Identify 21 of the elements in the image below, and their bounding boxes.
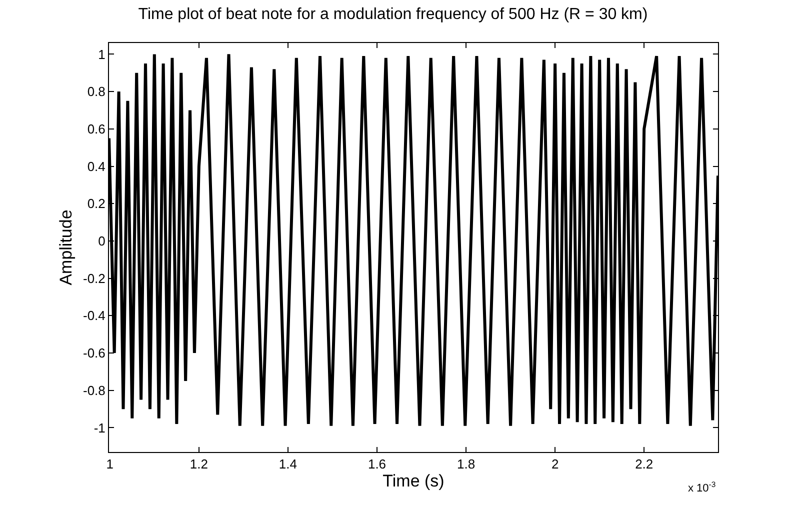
y-tick-label: 0.4 xyxy=(87,158,106,174)
x-tick-label: 2 xyxy=(551,456,559,472)
y-tick-label: 0.6 xyxy=(87,121,106,136)
y-tick-label: 1 xyxy=(98,46,106,62)
y-tick-label: -0.8 xyxy=(82,382,106,398)
x-axis-title: Time (s) xyxy=(382,472,444,491)
x-tick-label: 1.8 xyxy=(456,456,476,472)
y-axis-title: Amplitude xyxy=(56,210,76,286)
x-tick-label: 1.2 xyxy=(190,456,208,472)
y-tick-label: -1 xyxy=(94,420,106,436)
y-tick-label: -0.2 xyxy=(82,270,106,286)
y-tick-label: -0.6 xyxy=(82,346,106,361)
y-tick-label: 0 xyxy=(98,234,106,249)
chart-title: Time plot of beat note for a modulation frequency of 500 Hz (R = 30 km) xyxy=(138,6,648,23)
y-tick-label: 0.2 xyxy=(87,196,106,212)
y-tick-label: -0.4 xyxy=(82,308,106,324)
y-tick-label: 0.8 xyxy=(87,84,106,100)
text: x 10$^{-3}$ xyxy=(688,480,716,495)
x-tick-label: 2.2 xyxy=(635,456,654,472)
x-tick-label: 1.6 xyxy=(368,456,386,472)
x-tick-label: 1.4 xyxy=(278,456,297,472)
